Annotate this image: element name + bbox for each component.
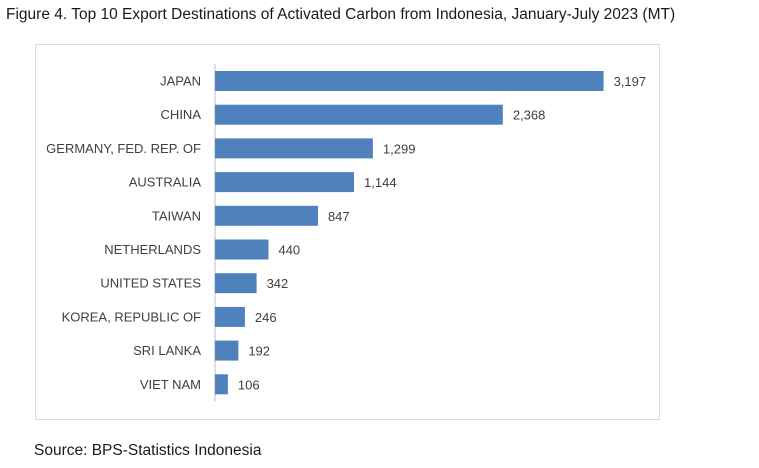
bar <box>215 374 228 395</box>
bar <box>215 104 503 125</box>
category-label: UNITED STATES <box>100 276 201 291</box>
category-label: GERMANY, FED. REP. OF <box>46 141 201 156</box>
value-label: 440 <box>278 243 300 258</box>
category-label: JAPAN <box>160 74 201 89</box>
bar <box>215 239 269 260</box>
value-labels-group: 3,197 2,368 1,299 1,144 847 440 342 246 192 106 <box>238 74 646 392</box>
bar <box>215 138 373 159</box>
value-label: 1,144 <box>364 175 397 190</box>
bar <box>215 273 257 294</box>
category-label: AUSTRALIA <box>129 175 202 190</box>
bars-group <box>215 71 604 395</box>
value-label: 106 <box>238 377 260 392</box>
value-label: 847 <box>328 209 350 224</box>
value-label: 192 <box>248 344 270 359</box>
category-label: NETHERLANDS <box>104 242 201 257</box>
value-label: 2,368 <box>513 108 546 123</box>
value-label: 246 <box>255 310 277 325</box>
category-label: TAIWAN <box>152 208 201 223</box>
bar <box>215 306 245 327</box>
bar <box>215 205 318 226</box>
source-note: Source: BPS-Statistics Indonesia <box>34 442 262 459</box>
bar <box>215 71 604 91</box>
category-label: VIET NAM <box>140 377 201 392</box>
chart-frame <box>35 44 660 420</box>
category-labels-group: JAPAN CHINA GERMANY, FED. REP. OF AUSTRALIA… <box>46 74 201 392</box>
value-label: 342 <box>267 276 289 291</box>
bar <box>215 340 239 361</box>
value-label: 1,299 <box>383 141 416 156</box>
category-label: SRI LANKA <box>133 343 201 358</box>
value-label: 3,197 <box>614 74 647 89</box>
figure-title: Figure 4. Top 10 Export Destinations of … <box>6 6 676 23</box>
category-label: CHINA <box>161 107 202 122</box>
category-label: KOREA, REPUBLIC OF <box>62 309 201 324</box>
bar <box>215 172 355 193</box>
